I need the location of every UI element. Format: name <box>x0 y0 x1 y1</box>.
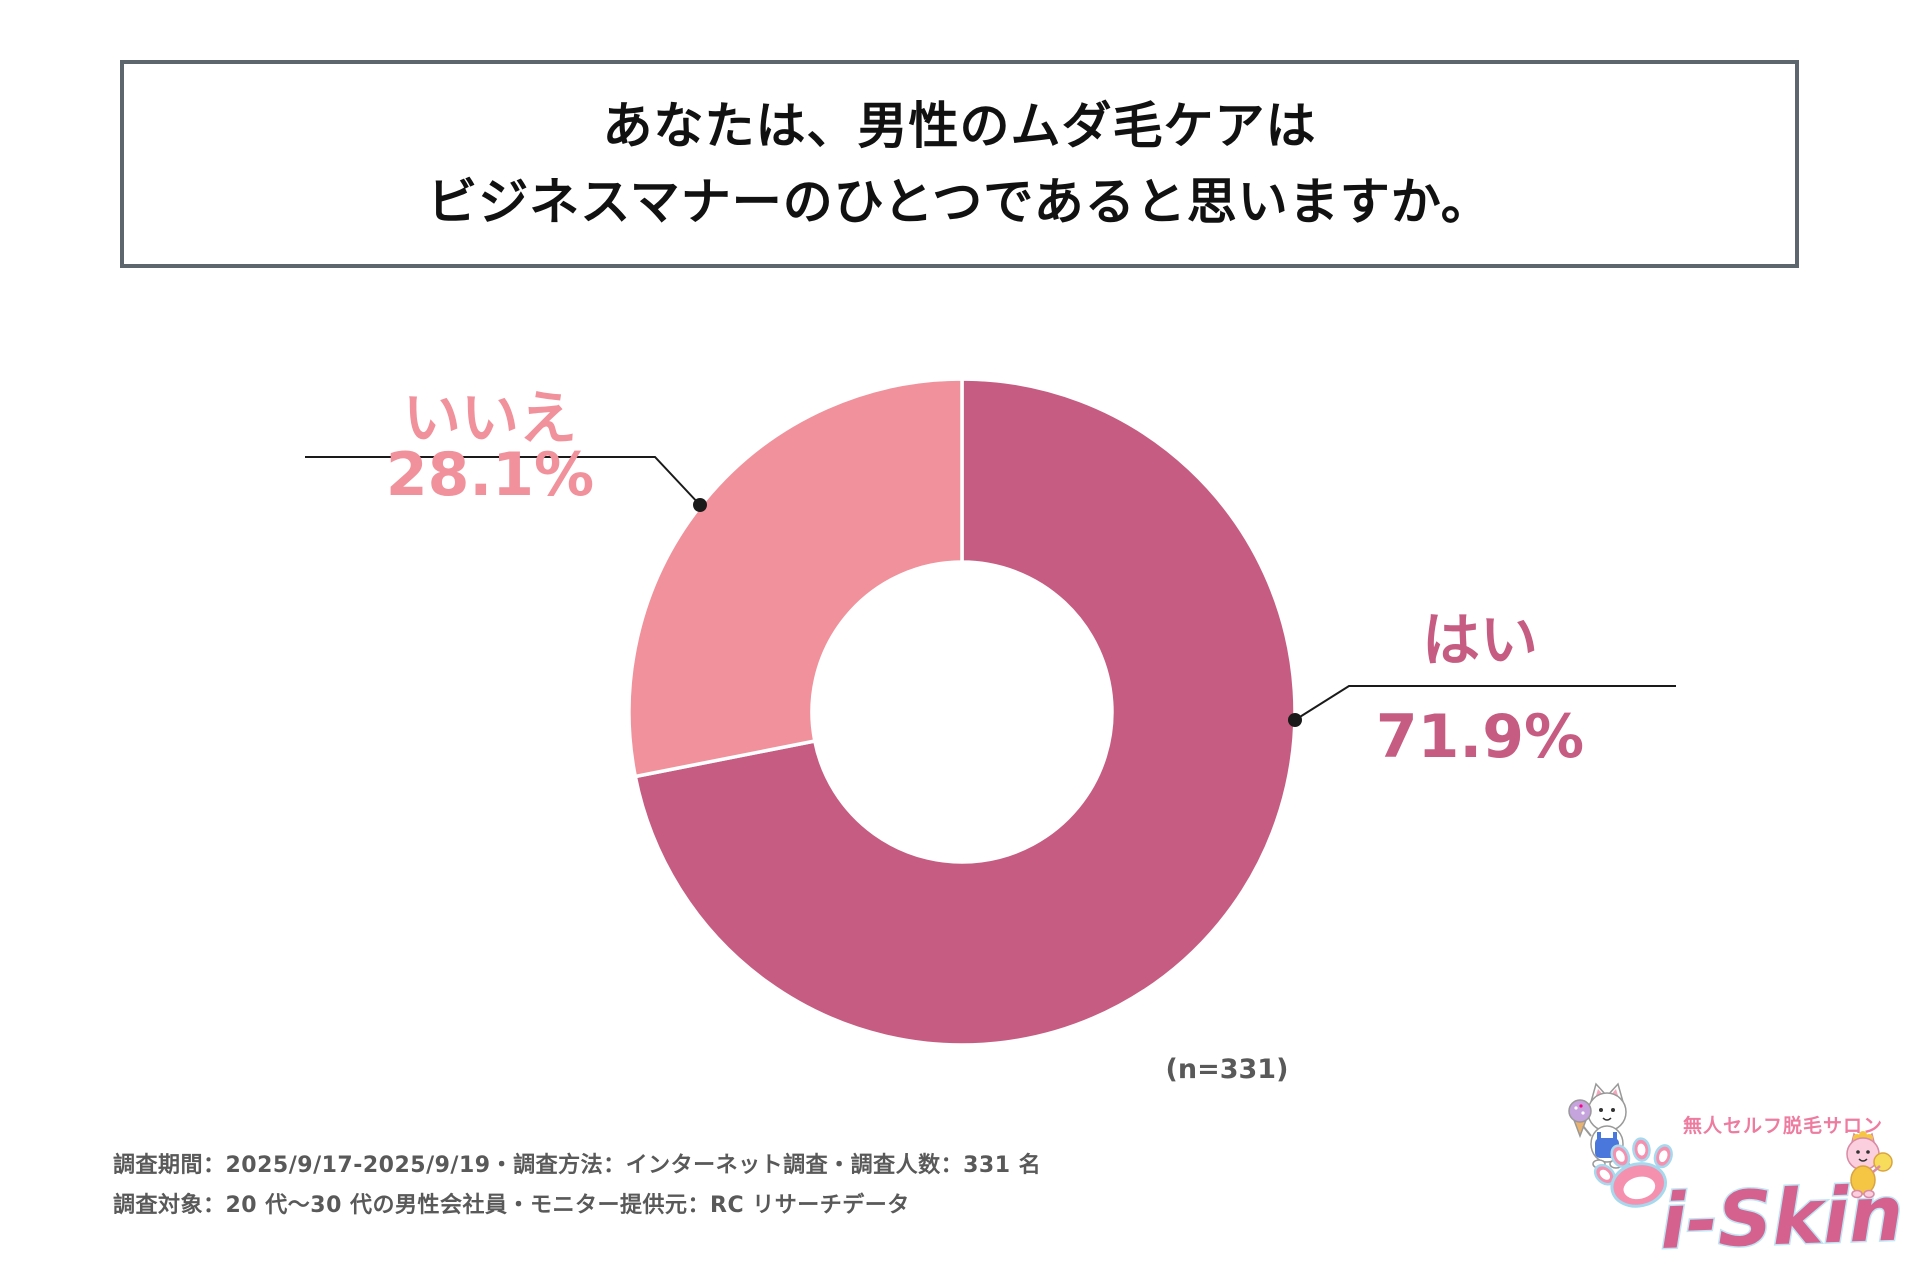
callout-no-value: 28.1% <box>385 440 595 510</box>
survey-details-line1: 調査期間：2025/9/17-2025/9/19・調査方法：インターネット調査・… <box>113 1153 1042 1178</box>
iskin-logo: 無人セルフ脱毛サロン i-Skin <box>1568 1082 1905 1265</box>
sample-size-note: (n=331) <box>1165 1054 1289 1085</box>
leader-dot-no <box>693 498 707 512</box>
survey-details: 調査期間：2025/9/17-2025/9/19・調査方法：インターネット調査・… <box>113 1146 1041 1226</box>
question-title-box: あなたは、男性のムダ毛ケアは ビジネスマナーのひとつであると思いますか。 <box>120 60 1799 268</box>
paw-icon <box>1593 1137 1673 1208</box>
callout-no-name: いいえ <box>402 384 577 452</box>
leader-line-no <box>305 456 701 506</box>
callout-yes: はい 71.9% <box>1280 610 1680 768</box>
question-title-line2: ビジネスマナーのひとつであると思いますか。 <box>427 173 1492 231</box>
donut-slice-no <box>627 377 964 779</box>
logo-tagline: 無人セルフ脱毛サロン <box>1683 1114 1883 1137</box>
leader-line-yes <box>1294 685 1676 721</box>
callout-yes-value: 71.9% <box>1375 702 1585 772</box>
donut-slice-yes <box>633 377 1297 1047</box>
question-title-line1: あなたは、男性のムダ毛ケアは <box>602 97 1317 155</box>
callout-yes-name: はい <box>1421 606 1538 674</box>
cat-mascot-left-icon <box>1568 1082 1635 1179</box>
survey-details-line2: 調査対象：20 代〜30 代の男性会社員・モニター提供元：RC リサーチデータ <box>113 1193 910 1218</box>
cat-mascot-right-icon <box>1846 1131 1893 1199</box>
callout-no: いいえ 28.1% <box>290 388 690 506</box>
donut-slices <box>627 377 1297 1047</box>
leader-dot-yes <box>1288 713 1302 727</box>
